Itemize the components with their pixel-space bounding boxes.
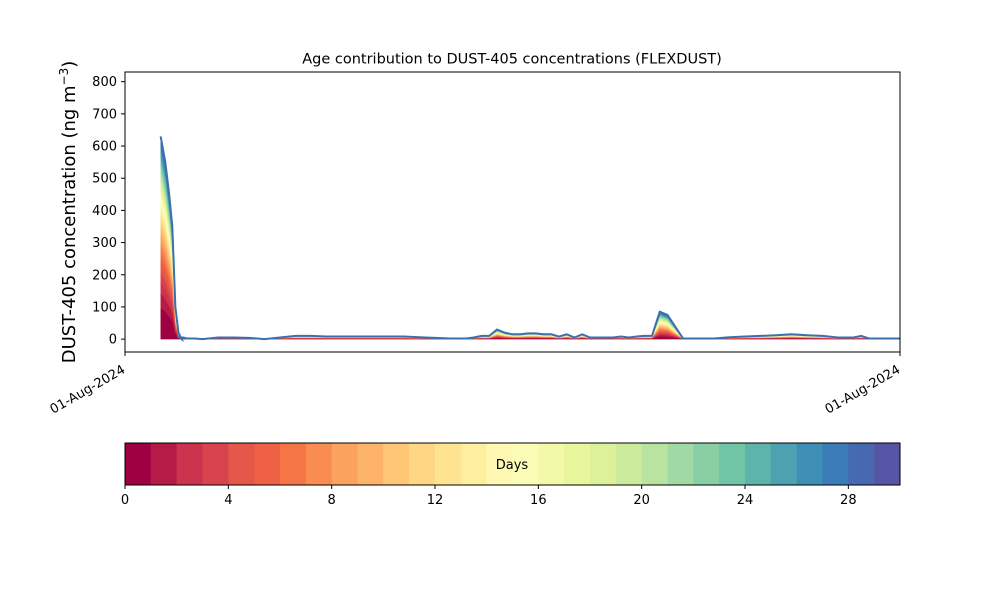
colorbar-tick-label: 0: [121, 493, 129, 508]
y-tick-label: 400: [92, 204, 117, 219]
age-band-14: [160, 200, 900, 340]
total-line: [159, 136, 900, 343]
colorbar-swatch-21: [667, 443, 694, 485]
colorbar-tick-label: 16: [530, 493, 547, 508]
colorbar-swatch-29: [874, 443, 901, 485]
age-band-9: [160, 228, 900, 340]
y-tick-label: 500: [92, 172, 117, 187]
age-band-1: [160, 293, 900, 340]
y-tick-label: 200: [92, 268, 117, 283]
plot-area: [124, 71, 901, 353]
colorbar-tick-label: 20: [633, 493, 650, 508]
age-band-18: [160, 181, 900, 340]
y-axis: 0 100 200 300 400 500 600 700 800: [92, 75, 125, 348]
colorbar-tick-label: 4: [224, 493, 232, 508]
y-tick-label: 300: [92, 236, 117, 251]
colorbar-swatch-4: [228, 443, 255, 485]
age-band-23: [160, 159, 900, 340]
colorbar-swatch-23: [719, 443, 746, 485]
age-band-6: [160, 248, 900, 340]
age-band-19: [160, 176, 900, 340]
colorbar-swatch-20: [641, 443, 668, 485]
age-band-4: [160, 263, 900, 340]
x-tick-label: 01-Aug-2024: [48, 362, 128, 417]
colorbar-swatch-16: [538, 443, 565, 485]
colorbar-swatch-6: [280, 443, 307, 485]
colorbar-swatch-11: [409, 443, 436, 485]
colorbar-swatch-18: [590, 443, 617, 485]
age-band-25: [160, 151, 900, 340]
colorbar-swatch-14: [486, 443, 513, 485]
colorbar-swatch-7: [305, 443, 333, 485]
colorbar-swatch-5: [254, 443, 281, 485]
age-band-20: [160, 172, 900, 340]
age-band-3: [160, 272, 900, 340]
age-band-12: [160, 211, 900, 340]
colorbar-frame: [124, 442, 901, 486]
x-tick-label: 01-Aug-2024: [823, 362, 903, 417]
age-band-5: [160, 255, 900, 340]
colorbar-tick-label: 24: [737, 493, 754, 508]
colorbar-label: Days: [496, 458, 529, 473]
colorbar-swatch-19: [615, 443, 643, 485]
colorbar-swatch-2: [176, 443, 203, 485]
colorbar-swatch-22: [693, 443, 720, 485]
colorbar-swatch-25: [770, 443, 798, 485]
age-band-17: [160, 186, 900, 340]
colorbar-swatch-12: [435, 443, 462, 485]
age-band-21: [160, 168, 900, 340]
colorbar-tick-label: 8: [328, 493, 336, 508]
age-band-24: [160, 155, 900, 340]
colorbar-swatch-0: [125, 443, 152, 485]
plot-frame: [124, 71, 901, 353]
x-axis: 01-Aug-2024 01-Aug-2024: [48, 352, 903, 418]
colorbar-swatch-17: [564, 443, 591, 485]
colorbar-swatch-26: [796, 443, 823, 485]
y-axis-label-text: DUST-405 concentration (ng m: [59, 85, 80, 363]
y-tick-label: 700: [92, 107, 117, 122]
colorbar-swatch-24: [745, 443, 772, 485]
age-band-16: [160, 190, 900, 340]
age-band-10: [160, 222, 900, 340]
y-tick-label: 100: [92, 300, 117, 315]
colorbar-swatch-1: [150, 443, 178, 485]
y-tick-label: 0: [109, 333, 117, 348]
age-band-7: [160, 241, 900, 340]
colorbar-tick-label: 28: [840, 493, 857, 508]
y-axis-label-superscript: −3: [57, 68, 71, 86]
colorbar-swatch-28: [848, 443, 875, 485]
y-axis-label-close: ): [59, 61, 80, 68]
colorbar-swatch-10: [383, 443, 410, 485]
y-axis-label: DUST-405 concentration (ng m−3): [57, 61, 80, 364]
colorbar-swatch-27: [822, 443, 849, 485]
colorbar-swatch-13: [460, 443, 488, 485]
y-tick-label: 600: [92, 140, 117, 155]
y-tick-label: 800: [92, 75, 117, 90]
age-band-26: [160, 147, 900, 340]
colorbar-tick-label: 12: [427, 493, 444, 508]
colorbar-swatch-3: [202, 443, 229, 485]
age-band-28: [160, 140, 900, 340]
colorbar: 0 4 8 12 16 20 24 28: [121, 442, 901, 508]
age-band-2: [160, 281, 900, 340]
age-band-29: [160, 136, 900, 340]
age-band-13: [160, 205, 900, 340]
age-band-15: [160, 195, 900, 340]
age-band-8: [160, 234, 900, 340]
age-band-11: [160, 216, 900, 340]
age-band-27: [160, 143, 900, 340]
chart-title: Age contribution to DUST-405 concentrati…: [302, 52, 722, 68]
colorbar-swatch-8: [331, 443, 358, 485]
colorbar-swatch-9: [357, 443, 384, 485]
colorbar-swatch-15: [512, 443, 539, 485]
age-band-22: [160, 163, 900, 340]
